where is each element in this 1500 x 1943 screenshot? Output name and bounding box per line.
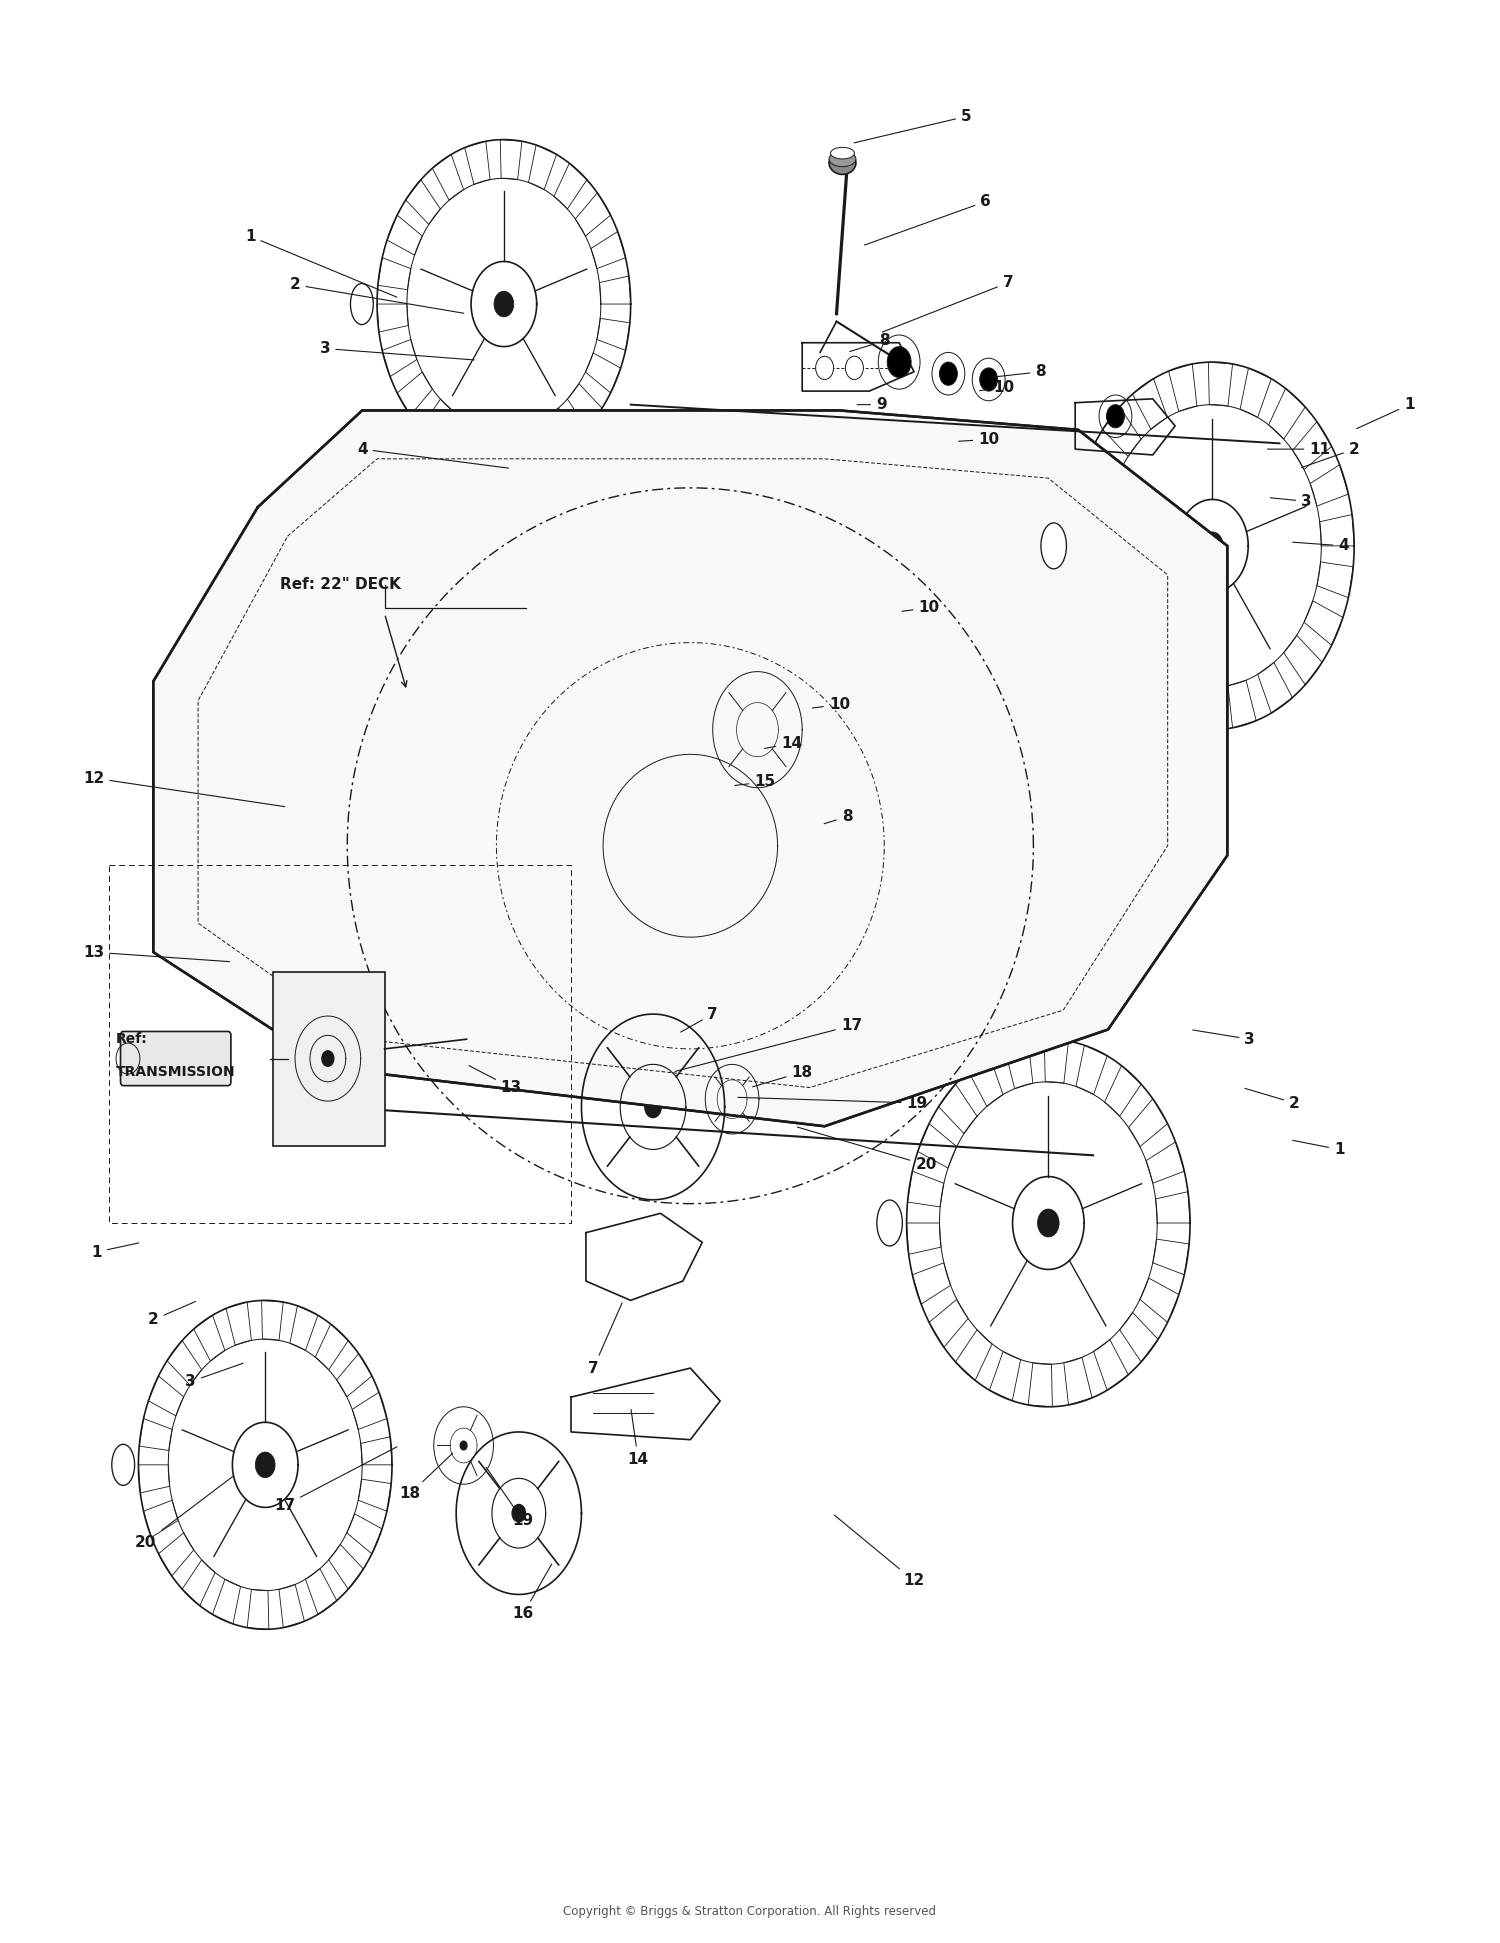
Text: 11: 11 xyxy=(1268,441,1330,457)
Circle shape xyxy=(494,291,513,317)
Text: 3: 3 xyxy=(320,342,474,359)
Text: 2: 2 xyxy=(1245,1088,1300,1111)
Text: 10: 10 xyxy=(980,379,1014,394)
Ellipse shape xyxy=(831,148,855,159)
Text: 8: 8 xyxy=(849,334,889,352)
Text: 2: 2 xyxy=(290,278,464,313)
Ellipse shape xyxy=(351,284,374,324)
Text: 20: 20 xyxy=(135,1477,232,1551)
Text: 1: 1 xyxy=(92,1244,138,1259)
Text: 19: 19 xyxy=(486,1467,534,1529)
Circle shape xyxy=(1202,532,1222,560)
Text: 10: 10 xyxy=(902,600,939,616)
Text: 1: 1 xyxy=(244,229,398,297)
Text: 10: 10 xyxy=(813,698,850,711)
Text: 12: 12 xyxy=(82,771,285,806)
Text: 8: 8 xyxy=(992,363,1045,379)
Text: 13: 13 xyxy=(470,1065,522,1096)
Text: 7: 7 xyxy=(882,276,1014,332)
Circle shape xyxy=(322,1051,334,1067)
Text: Copyright © Briggs & Stratton Corporation. All Rights reserved: Copyright © Briggs & Stratton Corporatio… xyxy=(564,1906,936,1918)
Text: 4: 4 xyxy=(1293,538,1348,554)
Text: 12: 12 xyxy=(834,1516,924,1589)
Text: 14: 14 xyxy=(627,1409,648,1467)
Text: 3: 3 xyxy=(1192,1030,1256,1047)
Circle shape xyxy=(752,723,762,736)
Text: 17: 17 xyxy=(675,1018,862,1071)
Ellipse shape xyxy=(830,152,856,167)
Text: 2: 2 xyxy=(148,1302,195,1327)
Text: 2: 2 xyxy=(1302,441,1359,468)
Text: 13: 13 xyxy=(82,944,230,962)
Ellipse shape xyxy=(1041,523,1066,569)
Text: 7: 7 xyxy=(681,1006,718,1032)
Text: 6: 6 xyxy=(864,194,992,245)
Text: TRANSMISSION: TRANSMISSION xyxy=(116,1065,236,1078)
Circle shape xyxy=(1038,1209,1059,1238)
Circle shape xyxy=(846,356,864,379)
Circle shape xyxy=(816,356,834,379)
Text: 14: 14 xyxy=(765,736,802,750)
Ellipse shape xyxy=(112,1444,135,1484)
Text: 1: 1 xyxy=(1356,396,1414,429)
Circle shape xyxy=(886,346,910,377)
Text: 5: 5 xyxy=(853,109,972,144)
Circle shape xyxy=(729,1094,736,1104)
Circle shape xyxy=(255,1451,274,1477)
Circle shape xyxy=(645,1096,662,1117)
Text: 18: 18 xyxy=(753,1065,813,1086)
Text: Ref:: Ref: xyxy=(116,1032,148,1045)
Polygon shape xyxy=(153,410,1227,1127)
Circle shape xyxy=(512,1504,525,1521)
Text: 4: 4 xyxy=(357,441,509,468)
Text: 7: 7 xyxy=(588,1304,622,1376)
Text: 1: 1 xyxy=(1293,1141,1344,1156)
Text: 3: 3 xyxy=(1270,494,1311,509)
Ellipse shape xyxy=(878,1201,903,1245)
Text: Ref: 22" DECK: Ref: 22" DECK xyxy=(280,577,400,593)
Circle shape xyxy=(1107,404,1125,427)
Text: 9: 9 xyxy=(856,396,886,412)
Circle shape xyxy=(980,367,998,391)
Circle shape xyxy=(939,361,957,385)
Ellipse shape xyxy=(830,152,856,175)
Text: 8: 8 xyxy=(825,808,852,824)
Text: 17: 17 xyxy=(274,1448,398,1514)
Text: 16: 16 xyxy=(513,1564,552,1620)
Text: 19: 19 xyxy=(738,1096,927,1111)
Text: 18: 18 xyxy=(399,1453,453,1502)
FancyBboxPatch shape xyxy=(120,1032,231,1086)
Polygon shape xyxy=(273,972,384,1146)
Text: 3: 3 xyxy=(186,1364,243,1389)
Circle shape xyxy=(460,1442,466,1449)
Text: STRATTON: STRATTON xyxy=(524,896,976,970)
Text: 15: 15 xyxy=(735,775,776,789)
Text: 20: 20 xyxy=(798,1127,936,1172)
Text: 10: 10 xyxy=(958,431,999,447)
